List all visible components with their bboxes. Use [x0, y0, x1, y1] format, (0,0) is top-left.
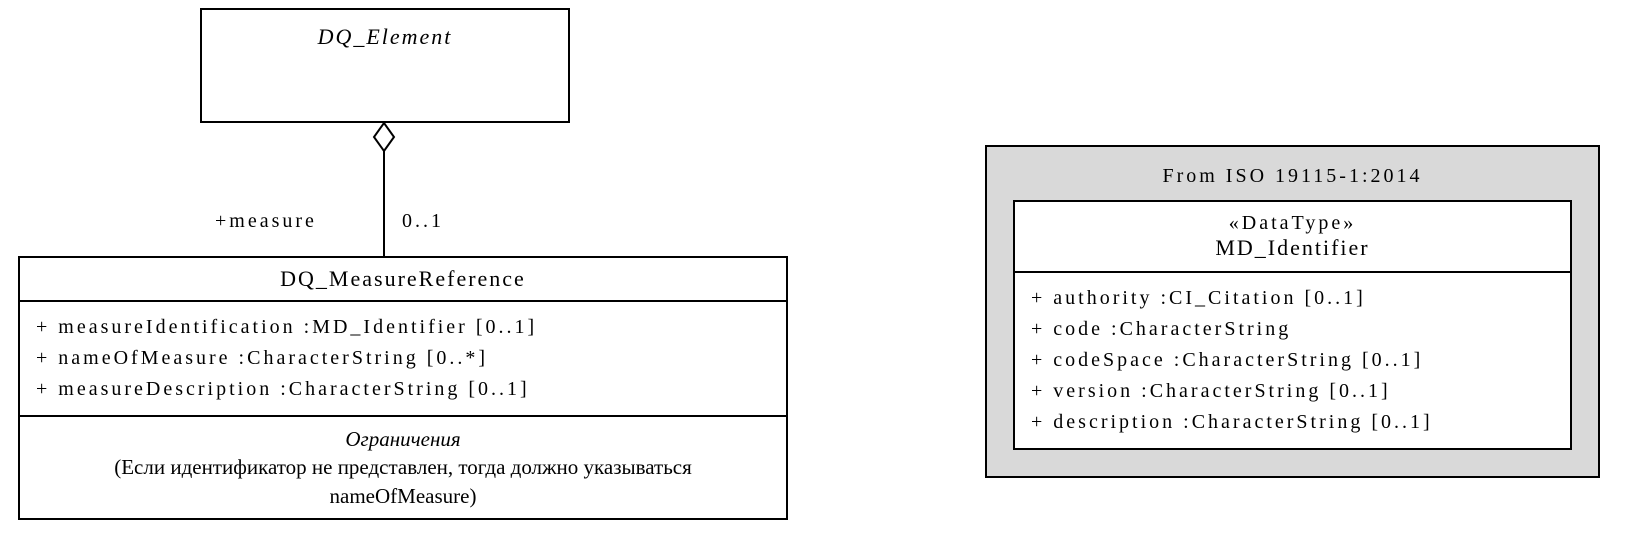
class-title: DQ_Element	[202, 10, 568, 58]
attribute: + description :CharacterString [0..1]	[1031, 407, 1554, 438]
package-iso: From ISO 19115-1:2014 «DataType» MD_Iden…	[985, 145, 1600, 478]
attribute: + authority :CI_Citation [0..1]	[1031, 283, 1554, 314]
package-label: From ISO 19115-1:2014	[1013, 159, 1572, 200]
attribute: + version :CharacterString [0..1]	[1031, 376, 1554, 407]
constraint-body: (Если идентификатор не представлен, тогд…	[32, 453, 774, 481]
association-multiplicity-label: 0..1	[402, 210, 444, 233]
attribute: + nameOfMeasure :CharacterString [0..*]	[36, 343, 770, 374]
class-title: DQ_MeasureReference	[20, 258, 786, 302]
class-title: «DataType» MD_Identifier	[1015, 202, 1570, 273]
class-constraint: Ограничения (Если идентификатор не предс…	[20, 417, 786, 518]
class-attributes: + measureIdentification :MD_Identifier […	[20, 302, 786, 417]
class-name: MD_Identifier	[1025, 235, 1560, 261]
class-attributes: + authority :CI_Citation [0..1] + code :…	[1015, 273, 1570, 448]
class-dq-measure-reference: DQ_MeasureReference + measureIdentificat…	[18, 256, 788, 520]
attribute: + measureIdentification :MD_Identifier […	[36, 312, 770, 343]
association-role-label: +measure	[215, 210, 317, 233]
class-dq-element: DQ_Element	[200, 8, 570, 123]
attribute: + measureDescription :CharacterString [0…	[36, 374, 770, 405]
constraint-body: nameOfMeasure)	[32, 482, 774, 510]
class-md-identifier: «DataType» MD_Identifier + authority :CI…	[1013, 200, 1572, 450]
attribute: + codeSpace :CharacterString [0..1]	[1031, 345, 1554, 376]
constraint-header: Ограничения	[32, 425, 774, 453]
attribute: + code :CharacterString	[1031, 314, 1554, 345]
stereotype: «DataType»	[1025, 212, 1560, 235]
